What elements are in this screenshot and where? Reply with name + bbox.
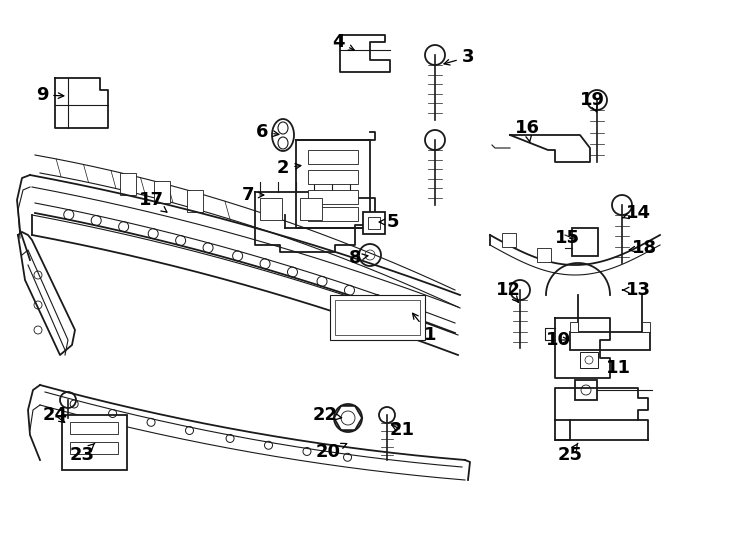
FancyBboxPatch shape: [570, 332, 650, 350]
Text: 23: 23: [70, 443, 95, 464]
FancyBboxPatch shape: [642, 322, 650, 332]
Text: 22: 22: [313, 406, 341, 424]
Text: 7: 7: [241, 186, 264, 204]
FancyBboxPatch shape: [575, 380, 597, 400]
FancyBboxPatch shape: [260, 198, 282, 220]
Text: 2: 2: [277, 159, 301, 177]
Text: 6: 6: [255, 123, 279, 141]
Text: 20: 20: [316, 443, 346, 461]
FancyBboxPatch shape: [308, 170, 358, 184]
FancyBboxPatch shape: [300, 198, 322, 220]
FancyBboxPatch shape: [330, 295, 425, 340]
FancyBboxPatch shape: [537, 248, 551, 262]
Text: 5: 5: [379, 213, 399, 231]
Text: 18: 18: [629, 239, 658, 257]
FancyBboxPatch shape: [335, 300, 420, 335]
FancyBboxPatch shape: [368, 217, 380, 229]
Text: 24: 24: [43, 406, 68, 424]
Text: 19: 19: [580, 91, 605, 112]
FancyBboxPatch shape: [70, 442, 118, 454]
Text: 14: 14: [622, 204, 650, 222]
Text: 8: 8: [349, 249, 368, 267]
Text: 15: 15: [554, 229, 580, 247]
Text: 17: 17: [139, 191, 167, 212]
FancyBboxPatch shape: [187, 191, 203, 212]
FancyBboxPatch shape: [120, 172, 136, 194]
Text: 9: 9: [36, 86, 64, 104]
FancyBboxPatch shape: [502, 233, 516, 247]
Text: 16: 16: [515, 119, 539, 143]
FancyBboxPatch shape: [308, 150, 358, 164]
FancyBboxPatch shape: [308, 207, 358, 221]
Text: 25: 25: [558, 443, 583, 464]
Text: 1: 1: [413, 313, 436, 344]
FancyBboxPatch shape: [62, 415, 127, 470]
FancyBboxPatch shape: [308, 190, 358, 204]
Text: 12: 12: [495, 281, 520, 302]
Text: 11: 11: [606, 359, 631, 377]
FancyBboxPatch shape: [363, 212, 385, 234]
FancyBboxPatch shape: [153, 181, 170, 203]
FancyBboxPatch shape: [580, 352, 598, 368]
FancyBboxPatch shape: [570, 322, 578, 332]
Text: 3: 3: [444, 48, 474, 66]
Text: 21: 21: [390, 421, 415, 439]
Text: 4: 4: [332, 33, 355, 51]
FancyBboxPatch shape: [572, 228, 598, 256]
Text: 13: 13: [622, 281, 650, 299]
Text: 10: 10: [545, 331, 570, 349]
FancyBboxPatch shape: [70, 422, 118, 434]
